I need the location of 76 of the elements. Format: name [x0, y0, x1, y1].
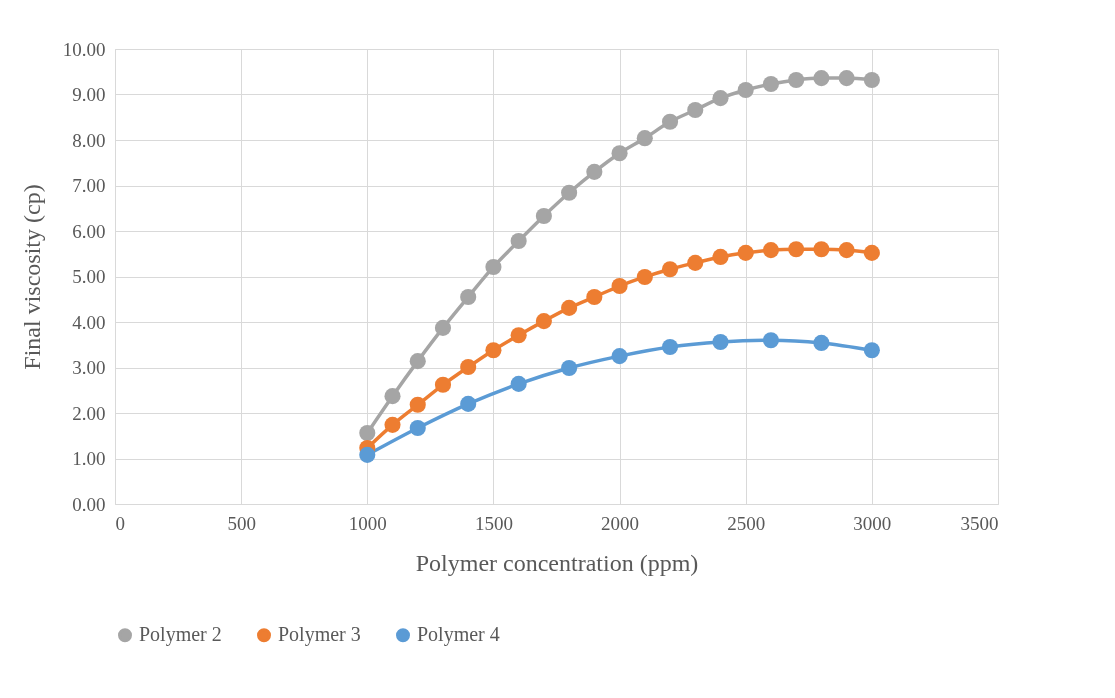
- legend-label: Polymer 2: [139, 623, 222, 647]
- point: [359, 424, 376, 442]
- point: [485, 258, 502, 275]
- y-tick-label: 2.00: [72, 402, 106, 424]
- point: [460, 395, 477, 412]
- point: [409, 396, 426, 413]
- x-tick-label: 1000: [348, 512, 387, 534]
- point: [838, 242, 855, 259]
- legend-label: Polymer 4: [417, 623, 500, 647]
- y-tick-label: 6.00: [72, 220, 106, 242]
- point: [762, 332, 779, 349]
- point: [535, 313, 552, 330]
- point: [485, 342, 502, 359]
- point: [788, 241, 805, 258]
- point: [813, 334, 830, 351]
- point: [561, 299, 578, 316]
- point: [737, 81, 754, 98]
- point: [611, 278, 628, 295]
- point: [434, 376, 452, 393]
- point: [737, 244, 754, 261]
- y-tick-label: 0.00: [72, 493, 106, 515]
- x-tick-label: 1500: [474, 512, 513, 534]
- point: [409, 419, 426, 437]
- point: [661, 113, 679, 130]
- point: [863, 244, 880, 261]
- y-tick-label: 10.00: [62, 38, 106, 60]
- point: [384, 416, 401, 433]
- legend-label: Polymer 3: [278, 623, 361, 647]
- point: [863, 342, 880, 359]
- point: [788, 71, 805, 88]
- y-tick-label: 3.00: [72, 357, 106, 378]
- point: [460, 288, 477, 306]
- point: [687, 101, 704, 119]
- x-tick-label: 0: [115, 512, 125, 534]
- point: [510, 327, 527, 344]
- point: [712, 90, 729, 107]
- point: [762, 242, 779, 259]
- point: [636, 268, 653, 285]
- point: [863, 71, 880, 88]
- point: [813, 70, 830, 87]
- point: [636, 130, 653, 147]
- point: [586, 288, 603, 306]
- x-tick-label: 3500: [960, 512, 999, 534]
- point: [384, 388, 401, 405]
- point: [561, 359, 578, 376]
- point: [359, 446, 376, 463]
- point: [510, 375, 527, 392]
- point: [661, 338, 679, 356]
- y-axis-title: Final viscosity (cp): [18, 184, 45, 370]
- point: [561, 184, 578, 201]
- point: [535, 207, 552, 225]
- y-tick-label: 4.00: [72, 311, 106, 333]
- point: [712, 248, 729, 265]
- point: [813, 241, 830, 258]
- y-tick-label: 5.00: [72, 266, 106, 287]
- point: [611, 145, 628, 162]
- x-tick-label: 2000: [601, 512, 640, 534]
- point: [409, 353, 426, 370]
- y-tick-label: 9.00: [72, 84, 106, 105]
- point: [838, 70, 855, 87]
- x-tick-label: 500: [227, 512, 256, 534]
- point: [687, 254, 704, 271]
- point: [586, 163, 603, 180]
- x-tick-label: 2500: [727, 512, 766, 534]
- point: [661, 261, 679, 278]
- point: [510, 232, 527, 250]
- point: [460, 359, 477, 376]
- point: [762, 75, 779, 93]
- point: [611, 348, 628, 365]
- y-tick-label: 8.00: [72, 129, 106, 151]
- x-tick-label: 3000: [853, 512, 892, 534]
- x-axis-title: Polymer concentration (ppm): [415, 549, 699, 576]
- y-tick-label: 7.00: [72, 175, 106, 196]
- point: [712, 333, 729, 351]
- point: [434, 319, 452, 336]
- y-tick-label: 1.00: [72, 448, 106, 469]
